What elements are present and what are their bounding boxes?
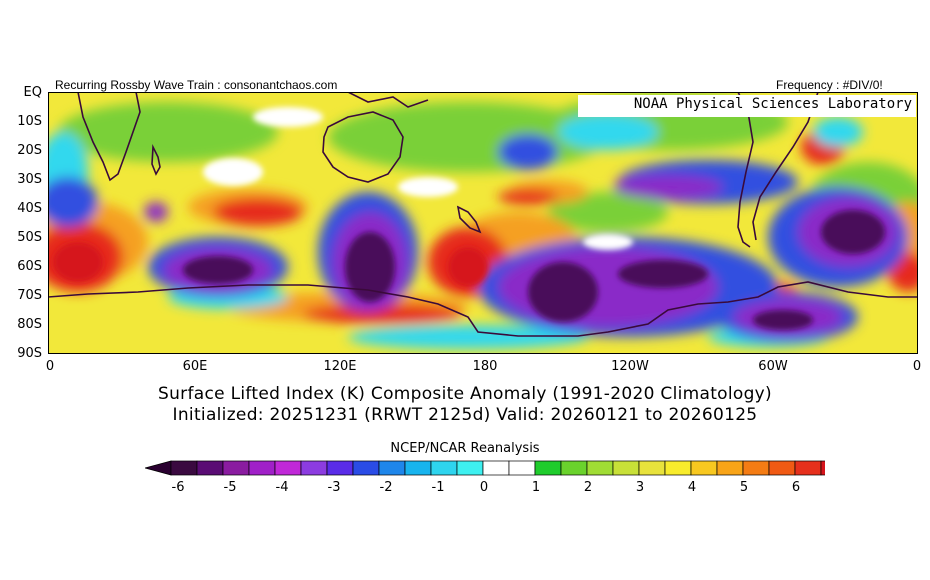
colorbar-swatch — [586, 460, 614, 476]
colorbar-tick-label: -4 — [275, 480, 289, 495]
colorbar-swatch — [768, 460, 796, 476]
colorbar-swatch — [404, 460, 432, 476]
colorbar-swatch — [690, 460, 718, 476]
lon-label-60w: 60W — [758, 359, 788, 374]
map-frame — [48, 92, 918, 354]
colorbar-tick-label: -2 — [379, 480, 393, 495]
colorbar-tick-label: 6 — [791, 480, 801, 495]
colorbar-swatch — [222, 460, 250, 476]
header-left-note: Recurring Rossby Wave Train : consonantc… — [55, 78, 338, 92]
colorbar-swatch — [612, 460, 640, 476]
colorbar-tick-label: -6 — [171, 480, 185, 495]
lon-label-0-left: 0 — [45, 359, 55, 374]
lat-label-eq: EQ — [23, 85, 42, 100]
colorbar-swatch — [378, 460, 406, 476]
lon-label-180: 180 — [472, 359, 498, 374]
colorbar-tick-label: 5 — [739, 480, 749, 495]
anomaly-cores — [53, 107, 885, 330]
lat-label-40s: 40S — [17, 201, 42, 216]
lat-label-20s: 20S — [17, 143, 42, 158]
colorbar-swatch — [456, 460, 484, 476]
colorbar-tick-label: 3 — [635, 480, 645, 495]
colorbar-swatch — [248, 460, 276, 476]
colorbar-swatch — [508, 460, 536, 476]
colorbar-swatch — [300, 460, 328, 476]
lon-label-60e: 60E — [182, 359, 208, 374]
colorbar-tick-label: 0 — [479, 480, 489, 495]
colorbar-swatch — [430, 460, 458, 476]
colorbar-swatch — [482, 460, 510, 476]
colorbar-swatch — [638, 460, 666, 476]
colorbar-tick-label: -5 — [223, 480, 237, 495]
lon-label-120w: 120W — [611, 359, 649, 374]
australia-coast — [322, 111, 404, 183]
lat-label-30s: 30S — [17, 172, 42, 187]
colorbar-tick-label: 2 — [583, 480, 593, 495]
colorbar-swatch — [170, 460, 198, 476]
colorbar-swatch — [742, 460, 770, 476]
colorbar-swatch — [326, 460, 354, 476]
madagascar-coast — [151, 143, 161, 176]
lat-label-90s: 90S — [17, 346, 42, 361]
colorbar-swatch — [196, 460, 224, 476]
lon-label-120e: 120E — [323, 359, 357, 374]
lat-label-70s: 70S — [17, 288, 42, 303]
colorbar-tick-label: -3 — [327, 480, 341, 495]
colorbar-swatch — [664, 460, 692, 476]
colorbar — [145, 460, 825, 476]
colorbar-swatch — [794, 460, 822, 476]
colorbar-swatch — [274, 460, 302, 476]
psl-label-box — [578, 95, 916, 117]
colorbar-swatch — [820, 460, 825, 476]
south-america-west-coast — [737, 92, 754, 248]
colorbar-tick-label: -1 — [431, 480, 445, 495]
header-right-note: Frequency : #DIV/0! — [776, 78, 883, 92]
colorbar-swatch — [560, 460, 588, 476]
south-america-east-coast — [752, 92, 819, 241]
data-source-label: NCEP/NCAR Reanalysis — [390, 441, 540, 456]
lat-label-50s: 50S — [17, 230, 42, 245]
chart-title-line2: Initialized: 20251231 (RRWT 2125d) Valid… — [172, 405, 758, 425]
anomaly-map — [48, 92, 918, 354]
lat-label-80s: 80S — [17, 317, 42, 332]
colorbar-tick-label: 1 — [531, 480, 541, 495]
psl-label: NOAA Physical Sciences Laboratory — [633, 96, 912, 112]
colorbar-swatch — [716, 460, 744, 476]
colorbar-left-arrow — [145, 460, 172, 476]
lat-label-10s: 10S — [17, 114, 42, 129]
africa-coast — [77, 92, 141, 182]
colorbar-swatch — [352, 460, 380, 476]
lat-label-60s: 60S — [17, 259, 42, 274]
chart-title-line1: Surface Lifted Index (K) Composite Anoma… — [158, 384, 772, 404]
antarctica-coast — [48, 281, 918, 337]
new-zealand-coast — [456, 205, 482, 234]
colorbar-tick-label: 4 — [687, 480, 697, 495]
coastlines — [48, 92, 918, 337]
maritime-coast — [347, 92, 429, 108]
colorbar-swatch — [534, 460, 562, 476]
lon-label-0-right: 0 — [912, 359, 922, 374]
